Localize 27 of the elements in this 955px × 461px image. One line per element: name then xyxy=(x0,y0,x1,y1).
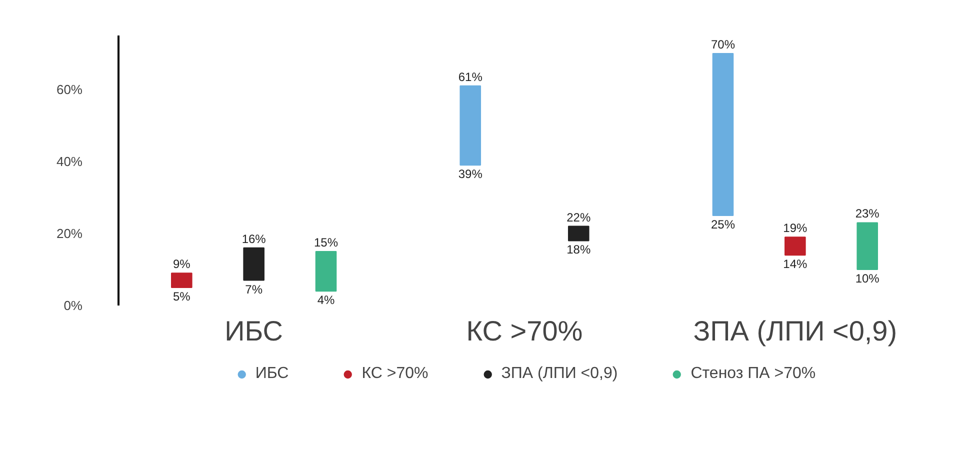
y-tick-label: 60% xyxy=(56,82,83,97)
annotation: 10% xyxy=(855,272,880,286)
legend-label: КС >70% xyxy=(362,365,428,383)
annotation: 61% xyxy=(458,70,483,84)
annotation: 25% xyxy=(710,218,736,232)
annotation: 19% xyxy=(783,221,808,236)
annotation: 70% xyxy=(710,38,736,52)
annotation: 39% xyxy=(458,167,483,182)
annotation: 14% xyxy=(783,257,808,272)
legend-label: ЗПА (ЛПИ <0,9) xyxy=(501,365,618,383)
y-tick-label: 20% xyxy=(56,226,83,241)
x-tick-label: ЗПА (ЛПИ <0,9) xyxy=(693,316,898,346)
annotation: 5% xyxy=(172,290,191,304)
annotation: 7% xyxy=(245,282,263,296)
legend-label: ИБС xyxy=(255,365,289,383)
y-tick-label: 40% xyxy=(56,154,83,169)
annotation: 22% xyxy=(566,210,591,224)
annotation: 18% xyxy=(566,242,591,257)
annotation: 15% xyxy=(314,236,338,250)
y-tick-label: 0% xyxy=(64,298,83,313)
x-tick-label: ИБС xyxy=(224,316,284,346)
annotation: 9% xyxy=(172,257,191,272)
annotation: 4% xyxy=(317,293,336,308)
x-tick-label: КС >70% xyxy=(466,316,583,346)
legend-label: Стеноз ПА >70% xyxy=(690,365,816,383)
annotation: 16% xyxy=(242,232,266,246)
annotation: 23% xyxy=(855,206,880,221)
